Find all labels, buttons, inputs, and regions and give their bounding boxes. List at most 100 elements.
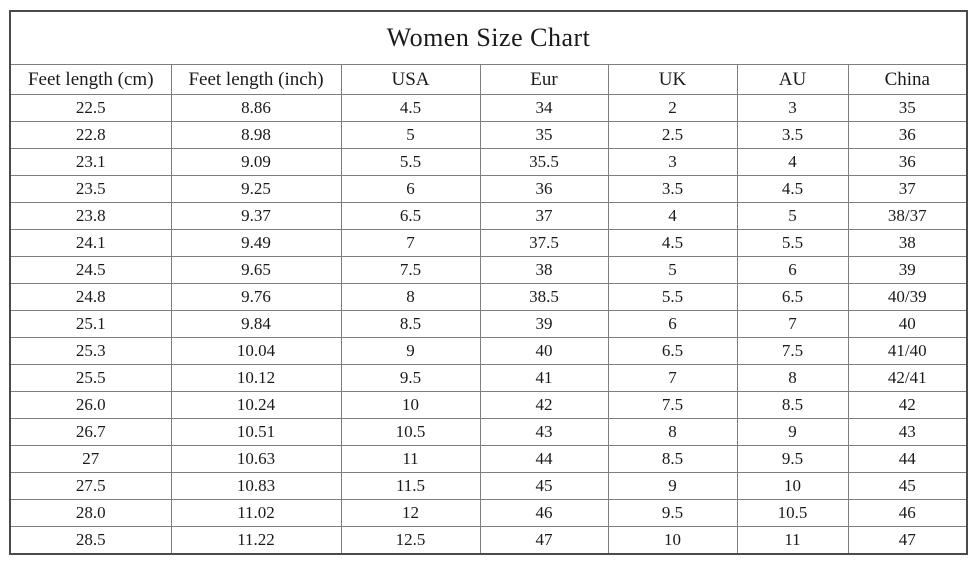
table-cell: 10.5: [736, 499, 849, 527]
table-cell: 5.5: [736, 229, 849, 257]
table-cell: 40: [479, 337, 609, 365]
table-cell: 12: [340, 499, 481, 527]
table-cell: 27: [9, 445, 172, 473]
table-cell: 42: [479, 391, 609, 419]
table-cell: 28.0: [9, 499, 172, 527]
table-cell: 7: [340, 229, 481, 257]
table-cell: 9.76: [170, 283, 342, 311]
table-cell: 9.5: [607, 499, 738, 527]
table-cell: 11.5: [340, 472, 481, 500]
table-cell: 41: [479, 364, 609, 392]
table-cell: 35.5: [479, 148, 609, 176]
table-cell: 8.5: [607, 445, 738, 473]
table-cell: 38: [847, 229, 968, 257]
table-cell: 43: [847, 418, 968, 446]
table-cell: 25.3: [9, 337, 172, 365]
table-cell: 6: [607, 310, 738, 338]
table-cell: 40: [847, 310, 968, 338]
table-cell: 11.02: [170, 499, 342, 527]
table-row: 25.3 10.04 9 40 6.5 7.5 41/40: [9, 337, 968, 365]
table-cell: 3.5: [607, 175, 738, 203]
table-cell: 9.25: [170, 175, 342, 203]
table-cell: 6: [340, 175, 481, 203]
table-cell: 4: [607, 202, 738, 230]
table-cell: 39: [847, 256, 968, 284]
table-cell: 3: [607, 148, 738, 176]
table-cell: 8: [340, 283, 481, 311]
table-row: 23.8 9.37 6.5 37 4 5 38/37: [9, 202, 968, 230]
table-cell: 4.5: [607, 229, 738, 257]
table-cell: 25.1: [9, 310, 172, 338]
table-cell: 47: [479, 526, 609, 555]
table-cell: 36: [479, 175, 609, 203]
table-cell: 10.12: [170, 364, 342, 392]
table-cell: 8.5: [736, 391, 849, 419]
table-cell: 9: [607, 472, 738, 500]
table-cell: 46: [847, 499, 968, 527]
table-cell: 9.37: [170, 202, 342, 230]
table-cell: 24.5: [9, 256, 172, 284]
column-header: China: [847, 64, 968, 95]
table-cell: 9.09: [170, 148, 342, 176]
table-cell: 5.5: [607, 283, 738, 311]
table-cell: 24.1: [9, 229, 172, 257]
table-row: 23.1 9.09 5.5 35.5 3 4 36: [9, 148, 968, 176]
table-cell: 37: [479, 202, 609, 230]
table-cell: 36: [847, 121, 968, 149]
table-cell: 23.8: [9, 202, 172, 230]
table-row: 24.8 9.76 8 38.5 5.5 6.5 40/39: [9, 283, 968, 311]
table-cell: 44: [847, 445, 968, 473]
column-header: UK: [607, 64, 738, 95]
header-row: Feet length (cm) Feet length (inch) USA Eur…: [9, 64, 968, 95]
table-cell: 34: [479, 94, 609, 122]
table-cell: 39: [479, 310, 609, 338]
column-header: Eur: [479, 64, 609, 95]
table-cell: 22.5: [9, 94, 172, 122]
table-cell: 7: [736, 310, 849, 338]
column-header: AU: [736, 64, 849, 95]
table-cell: 43: [479, 418, 609, 446]
table-cell: 5: [736, 202, 849, 230]
table-cell: 7.5: [607, 391, 738, 419]
table-cell: 23.1: [9, 148, 172, 176]
table-cell: 6.5: [607, 337, 738, 365]
table-cell: 26.0: [9, 391, 172, 419]
table-cell: 40/39: [847, 283, 968, 311]
table-cell: 5.5: [340, 148, 481, 176]
table-cell: 24.8: [9, 283, 172, 311]
table-cell: 42/41: [847, 364, 968, 392]
table-cell: 7.5: [736, 337, 849, 365]
table-row: 22.8 8.98 5 35 2.5 3.5 36: [9, 121, 968, 149]
table-cell: 8.98: [170, 121, 342, 149]
table-cell: 45: [479, 472, 609, 500]
table-row: 23.5 9.25 6 36 3.5 4.5 37: [9, 175, 968, 203]
table-cell: 9: [340, 337, 481, 365]
table-cell: 10: [607, 526, 738, 555]
table-cell: 3.5: [736, 121, 849, 149]
table-cell: 38: [479, 256, 609, 284]
table-cell: 22.8: [9, 121, 172, 149]
table-cell: 9.65: [170, 256, 342, 284]
table-row: 22.5 8.86 4.5 34 2 3 35: [9, 94, 968, 122]
table-cell: 37.5: [479, 229, 609, 257]
table-cell: 44: [479, 445, 609, 473]
table-cell: 11: [340, 445, 481, 473]
table-row: 24.1 9.49 7 37.5 4.5 5.5 38: [9, 229, 968, 257]
table-cell: 4: [736, 148, 849, 176]
table-cell: 10.24: [170, 391, 342, 419]
size-table: Women Size Chart Feet length (cm) Feet le…: [9, 10, 969, 555]
table-cell: 12.5: [340, 526, 481, 555]
table-cell: 4.5: [736, 175, 849, 203]
table-row: 27 10.63 11 44 8.5 9.5 44: [9, 445, 968, 473]
table-row: 27.5 10.83 11.5 45 9 10 45: [9, 472, 968, 500]
table-cell: 47: [847, 526, 968, 555]
column-header: USA: [340, 64, 481, 95]
table-cell: 11.22: [170, 526, 342, 555]
table-cell: 35: [847, 94, 968, 122]
table-cell: 5: [607, 256, 738, 284]
size-chart: Women Size Chart Feet length (cm) Feet le…: [9, 10, 969, 555]
table-cell: 2.5: [607, 121, 738, 149]
table-cell: 46: [479, 499, 609, 527]
table-cell: 7.5: [340, 256, 481, 284]
table-cell: 11: [736, 526, 849, 555]
